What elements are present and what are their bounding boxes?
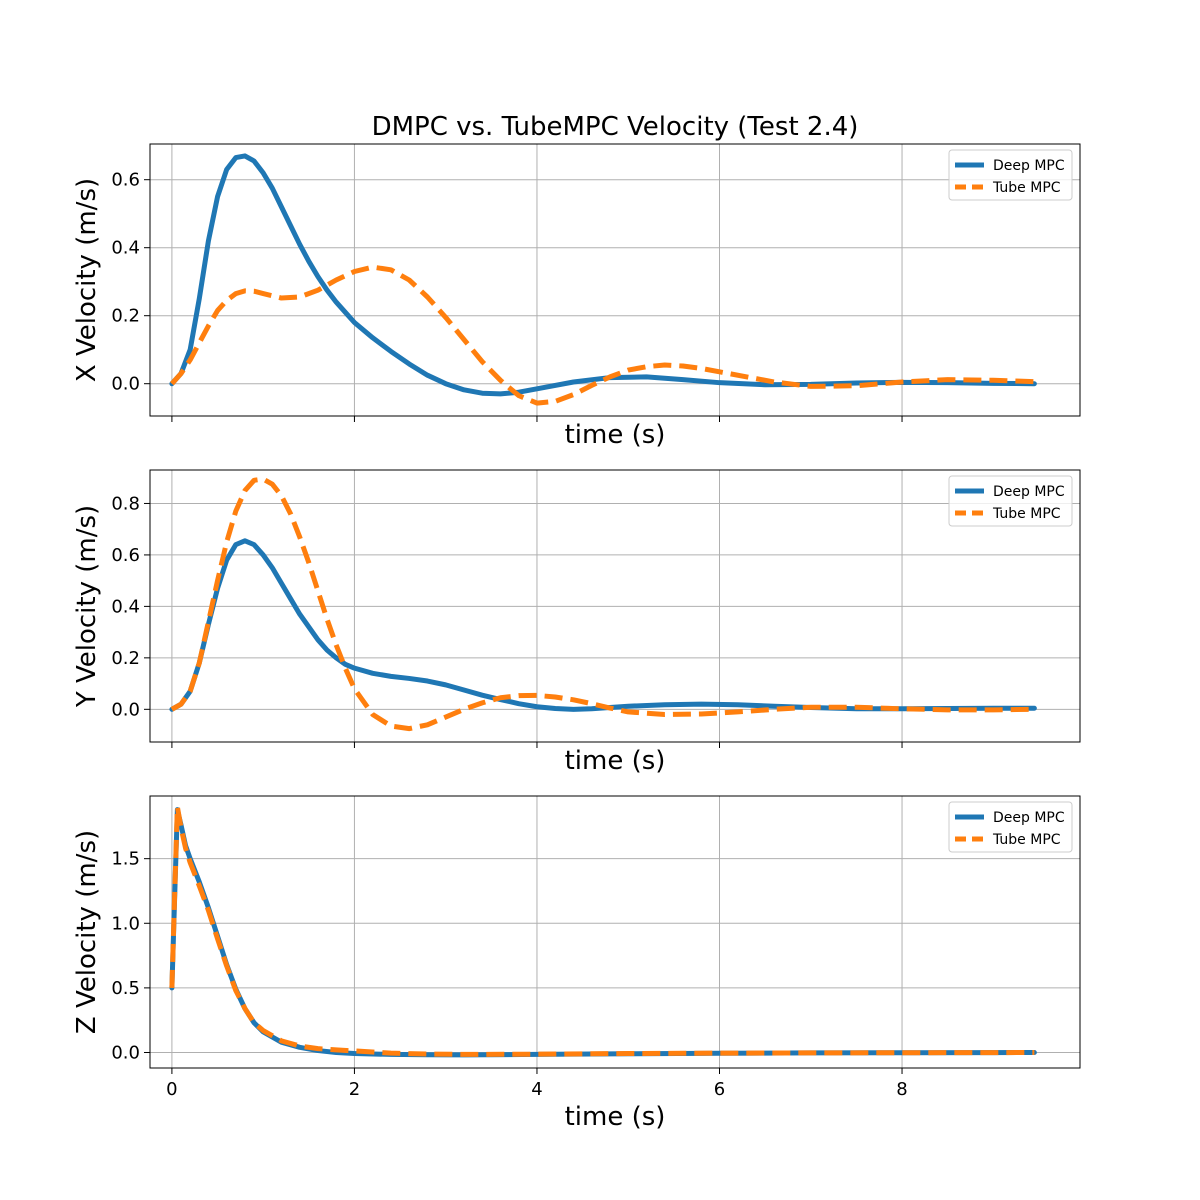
tube-mpc-line: [170, 476, 1035, 732]
legend-entry-label: Deep MPC: [993, 484, 1065, 500]
y-tick-label: 0.0: [111, 374, 140, 395]
z-velocity-panel: time (s) Z Velocity (m/s) 0 2 4 6 8 0.0 0.5 1.0…: [72, 795, 1081, 1132]
x-tick-label: 4: [531, 1079, 542, 1100]
plot-frame: [149, 795, 1081, 1069]
y-tick-label: 0.5: [111, 978, 140, 999]
plot-frame: [149, 143, 1081, 417]
legend: Deep MPC Tube MPC: [948, 149, 1073, 201]
y-tick-label: 0.4: [111, 596, 140, 617]
y-tick-label: 0.6: [111, 545, 140, 566]
x-axis-label: time (s): [565, 420, 666, 450]
x-tick-label: 2: [349, 1079, 360, 1100]
legend: Deep MPC Tube MPC: [948, 801, 1073, 853]
x-velocity-panel: time (s) X Velocity (m/s) 0.0 0.2 0.4 0.6 De…: [72, 143, 1081, 450]
y-axis-label: Y Velocity (m/s): [72, 505, 102, 708]
legend-entry-label: Deep MPC: [993, 158, 1065, 174]
y-tick-label: 0.6: [111, 170, 140, 191]
y-tick-label: 0.0: [111, 1042, 140, 1063]
x-tick-label: 8: [896, 1079, 907, 1100]
legend-entry-label: Tube MPC: [992, 180, 1061, 196]
y-tick-label: 0.8: [111, 493, 140, 514]
x-axis-label: time (s): [565, 746, 666, 776]
deep-mpc-line: [169, 538, 1037, 712]
legend: Deep MPC Tube MPC: [948, 475, 1073, 527]
y-axis-label: Z Velocity (m/s): [72, 830, 102, 1034]
y-tick-label: 0.2: [111, 306, 140, 327]
tube-mpc-line: [170, 264, 1035, 406]
chart-title: DMPC vs. TubeMPC Velocity (Test 2.4): [372, 112, 859, 142]
tube-mpc-line: [169, 804, 1035, 1057]
legend-entry-label: Deep MPC: [993, 810, 1065, 826]
y-tick-label: 0.4: [111, 238, 140, 259]
x-axis-label: time (s): [565, 1102, 666, 1132]
x-tick-label: 0: [166, 1079, 177, 1100]
y-tick-label: 1.5: [111, 849, 140, 870]
legend-entry-label: Tube MPC: [992, 832, 1061, 848]
y-tick-label: 0.2: [111, 648, 140, 669]
y-tick-label: 1.0: [111, 913, 140, 934]
legend-entry-label: Tube MPC: [992, 506, 1061, 522]
y-axis-label: X Velocity (m/s): [72, 178, 102, 382]
y-velocity-panel: time (s) Y Velocity (m/s) 0.0 0.2 0.4 0.6 0.…: [72, 469, 1081, 776]
deep-mpc-line: [169, 153, 1037, 397]
x-tick-label: 6: [714, 1079, 725, 1100]
y-tick-label: 0.0: [111, 699, 140, 720]
deep-mpc-line: [169, 807, 1037, 1058]
